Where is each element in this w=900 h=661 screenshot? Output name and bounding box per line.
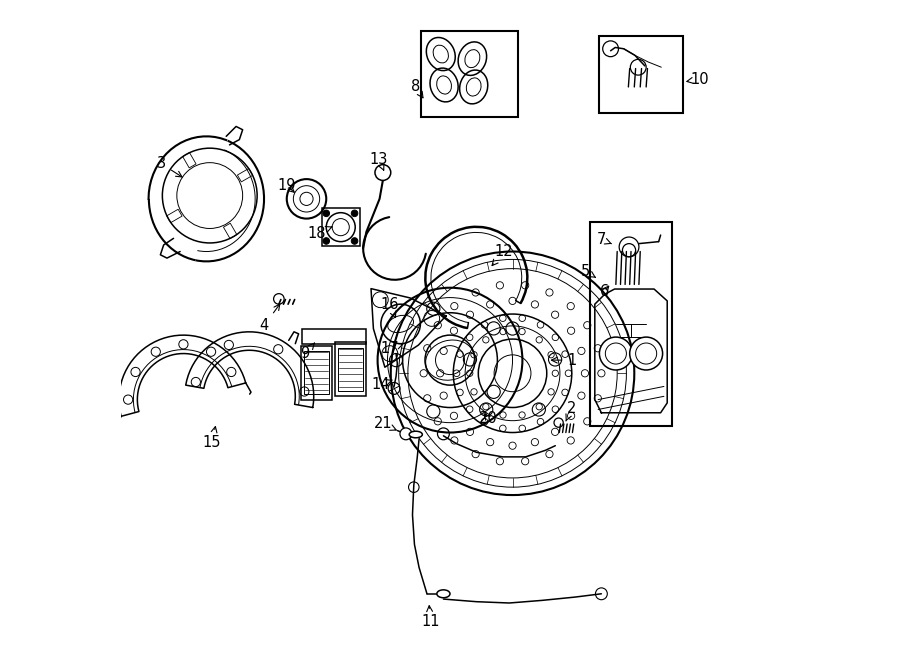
Text: 14: 14 [371,377,392,392]
Text: 1: 1 [552,352,576,368]
Text: 15: 15 [202,426,221,450]
Circle shape [630,337,662,370]
Circle shape [400,428,412,440]
Bar [304,351,328,395]
Circle shape [323,238,329,245]
Bar [321,208,360,247]
Circle shape [351,210,358,217]
Text: 13: 13 [370,152,388,170]
Bar [238,169,253,182]
Text: 17: 17 [380,342,403,356]
Text: 3: 3 [158,157,182,177]
Bar [335,342,366,397]
Bar [302,329,366,344]
Text: 20: 20 [479,411,498,426]
Text: 9: 9 [301,343,315,361]
Text: 6: 6 [600,284,609,299]
Bar [166,210,182,223]
Circle shape [323,210,329,217]
Text: 2: 2 [566,401,577,421]
Ellipse shape [436,590,450,598]
Bar [598,36,683,113]
Bar [183,153,196,168]
Text: 18: 18 [308,225,332,241]
Circle shape [375,165,391,180]
Text: 12: 12 [492,244,513,266]
Text: 19: 19 [277,178,296,193]
Text: 21: 21 [374,416,396,432]
Circle shape [599,337,633,370]
Bar [421,31,518,116]
Text: 8: 8 [411,79,423,98]
Text: 4: 4 [260,304,280,332]
Text: 16: 16 [380,297,399,317]
Bar [223,223,237,239]
Ellipse shape [410,431,422,438]
Bar [590,222,671,426]
Text: 5: 5 [581,264,596,279]
Text: 7: 7 [597,232,611,247]
Text: 11: 11 [421,605,439,629]
Bar [301,346,332,400]
Circle shape [351,238,358,245]
Bar [338,348,363,391]
Text: 10: 10 [687,71,709,87]
